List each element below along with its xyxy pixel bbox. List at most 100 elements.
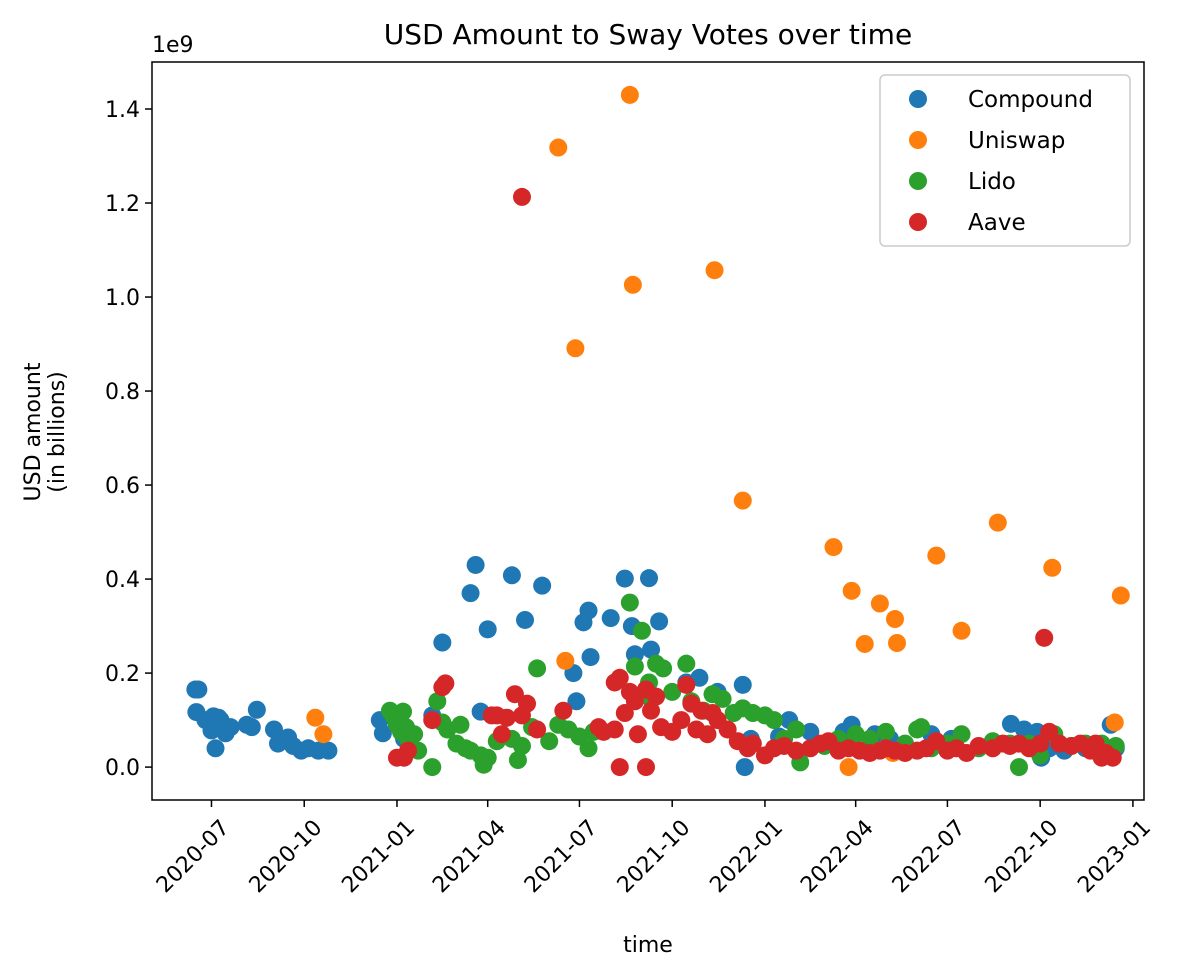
aave-point bbox=[492, 725, 511, 744]
uniswap-point bbox=[549, 138, 568, 157]
compound-point bbox=[735, 758, 754, 777]
aave-point bbox=[718, 720, 737, 739]
y-axis-ticks: 0.0 0.2 0.4 0.6 0.8 1.0 1.2 1.4 bbox=[105, 98, 152, 781]
lido-point bbox=[423, 758, 442, 777]
lido-point bbox=[451, 715, 470, 734]
uniswap-point bbox=[620, 85, 639, 104]
legend: Compound Uniswap Lido Aave bbox=[879, 74, 1131, 247]
lido-point bbox=[508, 751, 527, 770]
lido-point bbox=[663, 682, 682, 701]
uniswap-point bbox=[885, 610, 904, 629]
y-tick-label: 1.4 bbox=[105, 98, 140, 123]
aave-point bbox=[969, 736, 988, 755]
uniswap-point bbox=[988, 513, 1007, 532]
aave-point bbox=[512, 187, 531, 206]
compound-point bbox=[567, 692, 586, 711]
lido-point bbox=[579, 739, 598, 758]
compound-point bbox=[319, 741, 338, 760]
uniswap-point bbox=[566, 339, 585, 358]
legend-label-aave: Aave bbox=[968, 210, 1026, 236]
lido-point bbox=[528, 659, 547, 678]
legend-marker-compound bbox=[909, 90, 927, 108]
uniswap-point bbox=[306, 708, 325, 727]
legend-marker-uniswap bbox=[909, 131, 927, 149]
uniswap-point bbox=[888, 633, 907, 652]
y-tick-label: 0.6 bbox=[105, 474, 140, 499]
lido-point bbox=[625, 657, 644, 676]
y-tick-label: 1.0 bbox=[105, 286, 140, 311]
aave-point bbox=[787, 741, 806, 760]
uniswap-point bbox=[623, 275, 642, 294]
aave-point bbox=[628, 725, 647, 744]
compound-point bbox=[801, 722, 820, 741]
aave-point bbox=[625, 692, 644, 711]
compound-point bbox=[264, 720, 283, 739]
aave-point bbox=[672, 711, 691, 730]
aave-point bbox=[399, 741, 418, 760]
legend-marker-aave bbox=[909, 213, 927, 231]
aave-point bbox=[1035, 628, 1054, 647]
compound-point bbox=[478, 620, 497, 639]
uniswap-point bbox=[1105, 713, 1124, 732]
lido-point bbox=[540, 732, 559, 751]
y-tick-label: 1.2 bbox=[105, 192, 140, 217]
aave-point bbox=[698, 725, 717, 744]
lido-point bbox=[512, 736, 531, 755]
lido-point bbox=[713, 689, 732, 708]
lido-point bbox=[405, 725, 424, 744]
lido-point bbox=[632, 621, 651, 640]
legend-marker-lido bbox=[909, 172, 927, 190]
aave-point bbox=[554, 701, 573, 720]
compound-point bbox=[640, 569, 659, 588]
compound-point bbox=[247, 700, 266, 719]
lido-point bbox=[1009, 758, 1028, 777]
aave-point bbox=[1103, 748, 1122, 767]
compound-point bbox=[581, 648, 600, 667]
compound-point bbox=[650, 612, 669, 631]
uniswap-point bbox=[733, 491, 752, 510]
lido-point bbox=[876, 722, 895, 741]
y-axis-offset-label: 1e9 bbox=[152, 33, 194, 58]
compound-point bbox=[461, 584, 480, 603]
lido-point bbox=[677, 654, 696, 673]
y-tick-label: 0.4 bbox=[105, 568, 140, 593]
lido-point bbox=[654, 659, 673, 678]
uniswap-point bbox=[314, 725, 333, 744]
aave-point bbox=[1040, 722, 1059, 741]
compound-point bbox=[373, 724, 392, 743]
compound-point bbox=[601, 609, 620, 628]
series-aave bbox=[387, 187, 1122, 777]
lido-point bbox=[860, 729, 879, 748]
compound-point bbox=[221, 718, 240, 737]
y-tick-label: 0.2 bbox=[105, 662, 140, 687]
aave-point bbox=[497, 708, 516, 727]
compound-point bbox=[206, 739, 225, 758]
compound-point bbox=[242, 718, 261, 737]
compound-point bbox=[502, 566, 521, 585]
aave-point bbox=[436, 674, 455, 693]
uniswap-point bbox=[839, 758, 858, 777]
legend-label-uniswap: Uniswap bbox=[968, 128, 1065, 154]
aave-point bbox=[610, 668, 629, 687]
aave-point bbox=[636, 758, 655, 777]
compound-point bbox=[642, 640, 661, 659]
lido-point bbox=[846, 725, 865, 744]
aave-point bbox=[528, 720, 547, 739]
aave-point bbox=[647, 687, 666, 706]
uniswap-point bbox=[952, 621, 971, 640]
y-tick-label: 0.0 bbox=[105, 756, 140, 781]
data-points bbox=[186, 85, 1130, 777]
series-uniswap bbox=[306, 85, 1130, 777]
legend-box bbox=[879, 74, 1131, 247]
legend-label-lido: Lido bbox=[968, 169, 1016, 195]
aave-point bbox=[518, 694, 537, 713]
aave-point bbox=[423, 711, 442, 730]
y-axis-label-line-2: (in billions) bbox=[45, 371, 70, 493]
compound-point bbox=[615, 569, 634, 588]
lido-point bbox=[787, 720, 806, 739]
legend-label-compound: Compound bbox=[968, 87, 1093, 113]
aave-point bbox=[642, 701, 661, 720]
uniswap-point bbox=[842, 581, 861, 600]
aave-point bbox=[605, 720, 624, 739]
